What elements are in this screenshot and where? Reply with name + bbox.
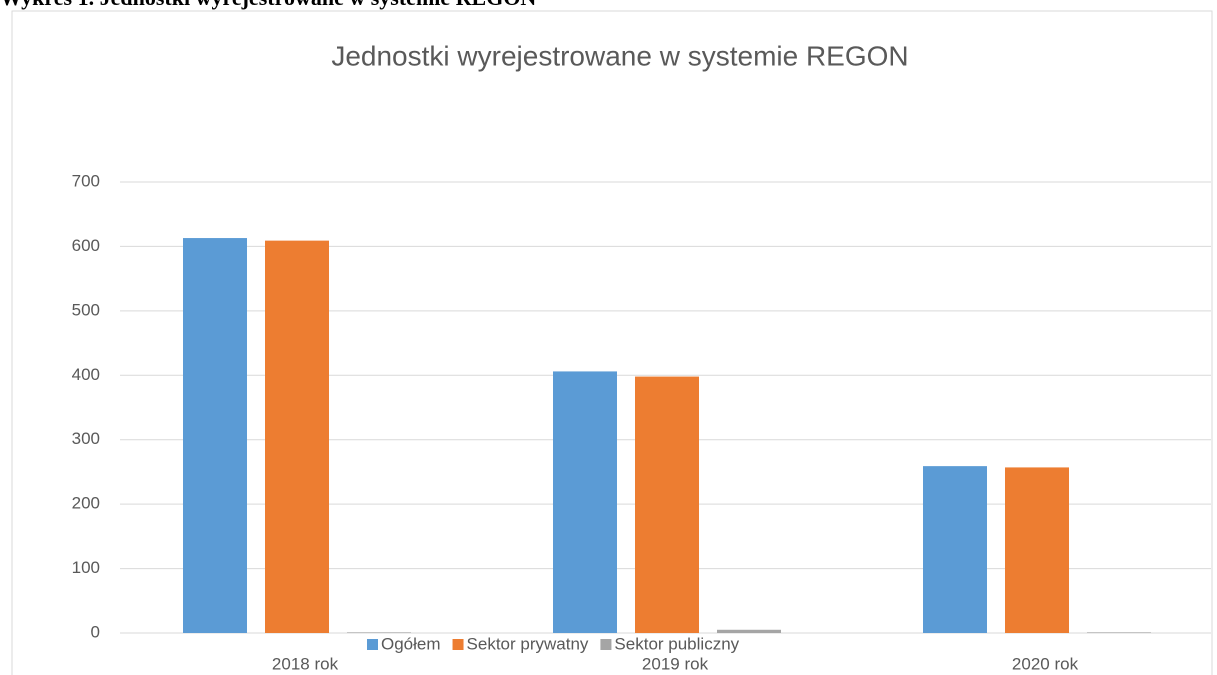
x-tick-label: 2019 rok (642, 654, 709, 673)
legend-label: Sektor publiczny (614, 634, 739, 653)
bar (265, 240, 329, 633)
bar (553, 371, 617, 633)
x-tick-label: 2020 rok (1012, 654, 1079, 673)
y-tick-label: 500 (72, 300, 100, 319)
y-tick-label: 400 (72, 365, 100, 384)
bar (717, 629, 781, 633)
bar (347, 632, 411, 633)
bar (923, 466, 987, 633)
bar (1005, 467, 1069, 633)
y-tick-label: 300 (72, 429, 100, 448)
y-tick-label: 100 (72, 558, 100, 577)
y-tick-label: 200 (72, 494, 100, 513)
y-tick-label: 700 (72, 171, 100, 190)
legend-label: Sektor prywatny (467, 634, 589, 653)
bar (635, 376, 699, 633)
bar (1087, 632, 1151, 633)
y-tick-label: 600 (72, 236, 100, 255)
y-tick-label: 0 (91, 622, 100, 641)
legend-swatch (367, 639, 378, 650)
legend-label: Ogółem (381, 634, 441, 653)
legend-swatch (452, 639, 464, 650)
caption: Wykres 1. Jednostki wyrejestrowane w sys… (0, 0, 536, 10)
x-tick-label: 2018 rok (272, 654, 339, 673)
chart-title: Jednostki wyrejestrowane w systemie REGO… (331, 40, 908, 71)
bar (183, 238, 247, 633)
legend-swatch (600, 639, 612, 650)
